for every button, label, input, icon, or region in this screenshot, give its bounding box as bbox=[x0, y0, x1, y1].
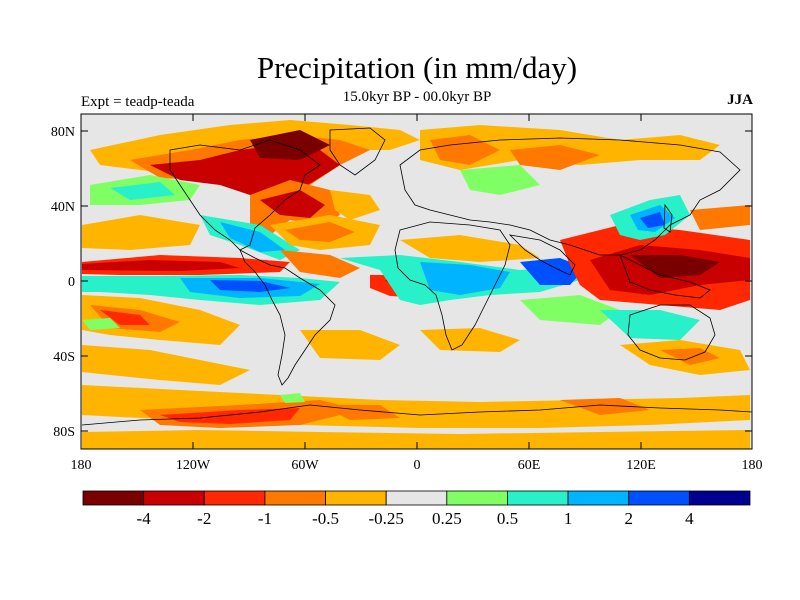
lon-tick-label: 120W bbox=[176, 458, 211, 473]
plot-subtitle: 15.0kyr BP - 00.0kyr BP bbox=[342, 89, 492, 105]
anomaly-region bbox=[520, 295, 620, 325]
anomaly-region bbox=[400, 235, 540, 262]
colorbar-swatch bbox=[203, 490, 266, 506]
colorbar-label: 1 bbox=[564, 509, 573, 528]
anomaly-region bbox=[690, 205, 750, 230]
lon-tick-label: 180 bbox=[742, 458, 763, 473]
colorbar-swatch bbox=[385, 490, 448, 506]
colorbar-swatch bbox=[446, 490, 508, 506]
season-label: JJA bbox=[727, 92, 753, 108]
anomaly-region bbox=[460, 165, 540, 195]
lat-tick-label: 40N bbox=[51, 200, 75, 215]
coastlines bbox=[81, 127, 752, 426]
plot-title: Precipitation (in mm/day) bbox=[256, 50, 578, 85]
lon-tick-label: 60E bbox=[518, 458, 541, 473]
colorbar-label: 4 bbox=[685, 509, 694, 528]
colorbar-label: -0.5 bbox=[312, 509, 339, 528]
anomaly-region bbox=[320, 405, 400, 420]
colorbar-swatch bbox=[688, 490, 751, 506]
lat-tick-label: 80S bbox=[53, 425, 75, 440]
lat-tick-label: 0 bbox=[68, 275, 75, 290]
colorbar-label: -1 bbox=[258, 509, 272, 528]
colorbar-label: 2 bbox=[624, 509, 633, 528]
colorbar: -4 -2 -1 -0.5 -0.25 0.25 0.5 1 2 4 bbox=[82, 490, 751, 528]
anomaly-region bbox=[420, 262, 510, 295]
anomaly-region bbox=[82, 318, 120, 330]
colorbar-label: 0.5 bbox=[497, 509, 518, 528]
lon-tick-label: 180 bbox=[71, 458, 92, 473]
lat-tick-label: 80N bbox=[51, 125, 75, 140]
anomaly-region bbox=[640, 212, 665, 228]
colorbar-swatch bbox=[264, 490, 326, 506]
anomaly-region bbox=[82, 430, 750, 449]
anomaly-region bbox=[520, 258, 585, 285]
anomaly-region bbox=[110, 182, 175, 200]
colorbar-swatch bbox=[628, 490, 690, 506]
map-field bbox=[81, 114, 752, 449]
experiment-label: Expt = teadp-teada bbox=[81, 94, 195, 110]
anomaly-region bbox=[82, 345, 250, 385]
anomaly-region bbox=[430, 135, 500, 165]
anomaly-region bbox=[420, 328, 520, 352]
colorbar-label: 0.25 bbox=[432, 509, 462, 528]
anomaly-region bbox=[560, 398, 650, 415]
colorbar-swatch bbox=[325, 490, 387, 506]
anomaly-region bbox=[330, 190, 380, 220]
colorbar-swatch bbox=[567, 490, 630, 506]
longitude-axis: 180 120W 60W 0 60E 120E 180 bbox=[71, 114, 763, 473]
lon-tick-label: 60W bbox=[291, 458, 319, 473]
colorbar-label: -4 bbox=[137, 509, 152, 528]
lon-tick-label: 0 bbox=[414, 458, 421, 473]
anomaly-region bbox=[210, 280, 290, 292]
anomaly-region bbox=[300, 330, 400, 360]
anomaly-region bbox=[280, 393, 305, 403]
anomaly-region bbox=[280, 250, 360, 278]
anomaly-region bbox=[250, 130, 330, 160]
anomaly-region bbox=[630, 255, 720, 278]
anomaly-region bbox=[285, 222, 355, 242]
lat-tick-label: 40S bbox=[53, 350, 75, 365]
latitude-axis: 80N 40N 0 40S 80S bbox=[51, 125, 752, 440]
anomaly-region bbox=[160, 408, 300, 424]
anomaly-region bbox=[100, 310, 150, 325]
colorbar-swatch bbox=[507, 490, 569, 506]
colorbar-label: -2 bbox=[197, 509, 211, 528]
anomaly-region bbox=[600, 310, 700, 340]
anomaly-region bbox=[82, 215, 200, 250]
anomaly-region bbox=[260, 190, 325, 218]
colorbar-swatch bbox=[82, 490, 145, 506]
lon-tick-label: 120E bbox=[626, 458, 656, 473]
anomaly-region bbox=[82, 260, 240, 271]
colorbar-swatch bbox=[143, 490, 205, 506]
anomaly-region bbox=[510, 145, 600, 170]
colorbar-label: -0.25 bbox=[368, 509, 403, 528]
